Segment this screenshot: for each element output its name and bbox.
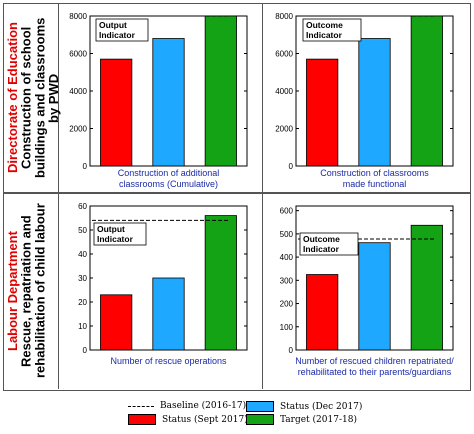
legend-label: Status (Dec 2017) — [280, 401, 363, 412]
education-row-frame — [3, 3, 471, 193]
legend-status-dec: Status (Dec 2017) — [246, 401, 362, 412]
legend-baseline: Baseline (2016-17) — [128, 401, 246, 411]
legend-target-swatch — [246, 414, 274, 425]
labour-row-frame — [3, 193, 471, 391]
legend-status-sept: Status (Sept 2017) — [128, 414, 248, 425]
legend-label: Baseline (2016-17) — [160, 401, 247, 411]
legend-status-dec-swatch — [246, 401, 274, 412]
legend-target: Target (2017-18) — [246, 414, 357, 425]
column-divider — [262, 3, 263, 389]
legend-label: Status (Sept 2017) — [162, 414, 248, 425]
legend-status-sept-swatch — [128, 414, 156, 425]
legend-baseline-swatch — [128, 405, 154, 407]
legend-label: Target (2017-18) — [280, 414, 357, 425]
row-label-divider — [58, 3, 59, 389]
